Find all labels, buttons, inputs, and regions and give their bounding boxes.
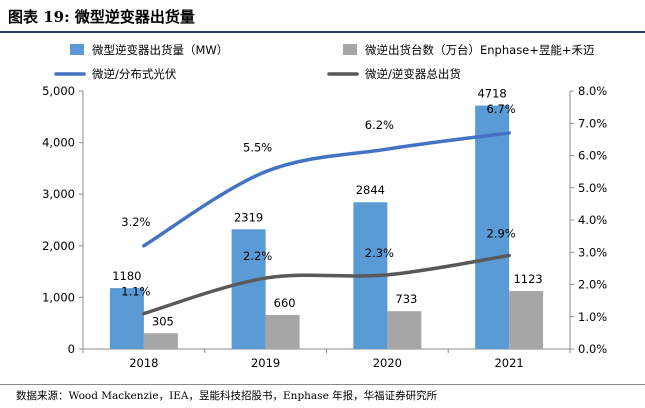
x-tick-label: 2020 bbox=[373, 356, 402, 370]
y-tick-label-right: 7.0% bbox=[578, 116, 607, 130]
y-tick-label-right: 5.0% bbox=[578, 181, 607, 195]
legend-label: 微逆/分布式光伏 bbox=[92, 67, 177, 81]
y-tick-label-right: 8.0% bbox=[578, 84, 607, 98]
line-label-micro-vs-distributed-pv: 3.2% bbox=[121, 215, 150, 229]
bar-label-units: 733 bbox=[395, 292, 417, 306]
bar-units-shipped bbox=[509, 291, 544, 349]
line-label-micro-vs-total-inverter: 2.2% bbox=[243, 249, 272, 263]
line-label-micro-vs-distributed-pv: 5.5% bbox=[243, 141, 272, 155]
legend-swatch bbox=[343, 44, 357, 55]
source-note: 数据来源：Wood Mackenzie，IEA，昱能科技招股书，Enphase … bbox=[16, 390, 438, 402]
line-label-micro-vs-distributed-pv: 6.2% bbox=[365, 118, 394, 132]
bar-label-mw: 4718 bbox=[477, 87, 506, 101]
y-tick-label-right: 0.0% bbox=[578, 342, 607, 356]
bar-units-shipped bbox=[265, 314, 300, 349]
legend-item-micro-vs-total-inverter: 微逆/逆变器总出货 bbox=[327, 67, 461, 81]
y-tick-label-left: 2,000 bbox=[42, 239, 75, 253]
legend-item-units-shipped: 微逆出货台数（万台）Enphase+昱能+禾迈 bbox=[343, 43, 595, 57]
y-tick-label-right: 3.0% bbox=[578, 245, 607, 259]
line-label-micro-vs-total-inverter: 2.9% bbox=[487, 226, 516, 240]
bar-label-units: 1123 bbox=[513, 272, 542, 286]
legend-item-micro-inverter-mw: 微型逆变器出货量（MW） bbox=[70, 43, 228, 57]
x-tick-label: 2021 bbox=[494, 356, 523, 370]
legend: 微型逆变器出货量（MW） 微逆出货台数（万台）Enphase+昱能+禾迈微逆/分布… bbox=[54, 43, 595, 81]
legend-swatch bbox=[70, 44, 84, 55]
y-tick-label-left: 4,000 bbox=[42, 136, 75, 150]
bar-label-mw: 2844 bbox=[356, 183, 385, 197]
y-tick-label-left: 1,000 bbox=[42, 290, 75, 304]
x-tick-label: 2018 bbox=[129, 356, 158, 370]
line-label-micro-vs-total-inverter: 1.1% bbox=[121, 285, 150, 299]
y-tick-label-right: 4.0% bbox=[578, 213, 607, 227]
bar-label-mw: 1180 bbox=[112, 269, 141, 283]
y-tick-label-right: 1.0% bbox=[578, 310, 607, 324]
data-labels: 1180 305 3.2% 1.1% 2319 660 5.5% 2.2% 2844 733 6.2… bbox=[112, 87, 543, 329]
bar-micro-inverter-mw bbox=[109, 288, 144, 349]
y-tick-label-left: 3,000 bbox=[42, 187, 75, 201]
line-label-micro-vs-total-inverter: 2.3% bbox=[365, 246, 394, 260]
legend-label: 微型逆变器出货量（MW） bbox=[92, 43, 228, 57]
axes: 0 1,000 2,000 3,000 4,000 5,000 0.0% 1.0% 2.0% 3.… bbox=[42, 84, 607, 370]
y-tick-label-right: 6.0% bbox=[578, 149, 607, 163]
lines bbox=[142, 131, 511, 316]
line-label-micro-vs-distributed-pv: 6.7% bbox=[487, 102, 516, 116]
source-rule bbox=[0, 384, 645, 385]
title-rule bbox=[0, 31, 645, 33]
bar-units-shipped bbox=[143, 333, 178, 349]
bar-micro-inverter-mw bbox=[231, 229, 266, 349]
y-tick-label-right: 2.0% bbox=[578, 278, 607, 292]
bar-label-mw: 2319 bbox=[234, 210, 263, 224]
legend-item-micro-vs-distributed-pv: 微逆/分布式光伏 bbox=[54, 67, 177, 81]
bar-label-units: 305 bbox=[152, 314, 174, 328]
bar-micro-inverter-mw bbox=[475, 105, 510, 349]
y-tick-label-left: 5,000 bbox=[42, 84, 75, 98]
y-tick-label-left: 0 bbox=[68, 342, 75, 356]
line-micro-vs-total-inverter bbox=[142, 253, 511, 316]
bars bbox=[109, 105, 544, 349]
line-micro-vs-distributed-pv bbox=[142, 131, 511, 248]
legend-label: 微逆/逆变器总出货 bbox=[365, 67, 461, 81]
figure-title: 图表 19: 微型逆变器出货量 bbox=[8, 8, 195, 26]
x-tick-label: 2019 bbox=[251, 356, 280, 370]
bar-units-shipped bbox=[387, 311, 422, 349]
chart: 微型逆变器出货量（MW） 微逆出货台数（万台）Enphase+昱能+禾迈微逆/分布… bbox=[42, 43, 607, 370]
bar-label-units: 660 bbox=[274, 296, 296, 310]
legend-label: 微逆出货台数（万台）Enphase+昱能+禾迈 bbox=[365, 43, 595, 57]
